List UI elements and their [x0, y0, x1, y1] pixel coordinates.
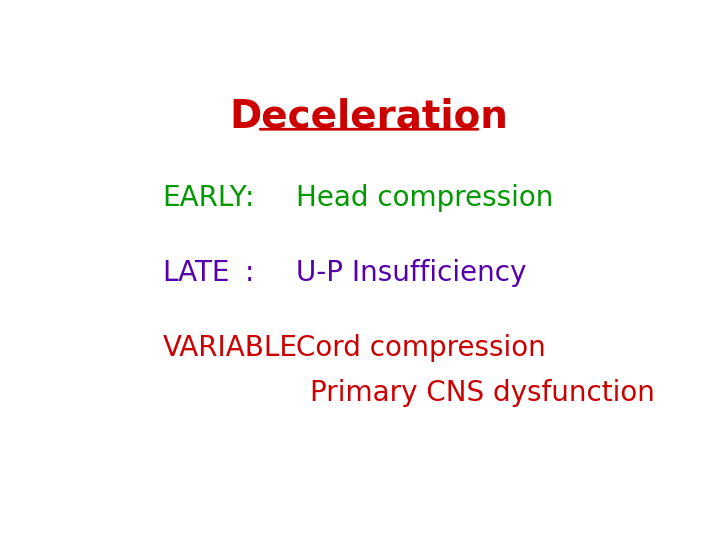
Text: VARIABLE: VARIABLE	[163, 334, 297, 362]
Text: :: :	[244, 334, 253, 362]
Text: Deceleration: Deceleration	[230, 98, 508, 136]
Text: Primary CNS dysfunction: Primary CNS dysfunction	[310, 379, 655, 407]
Text: :: :	[244, 184, 253, 212]
Text: Cord compression: Cord compression	[297, 334, 546, 362]
Text: :: :	[244, 259, 253, 287]
Text: EARLY: EARLY	[163, 184, 247, 212]
Text: LATE: LATE	[163, 259, 230, 287]
Text: U-P Insufficiency: U-P Insufficiency	[297, 259, 527, 287]
Text: Head compression: Head compression	[297, 184, 554, 212]
